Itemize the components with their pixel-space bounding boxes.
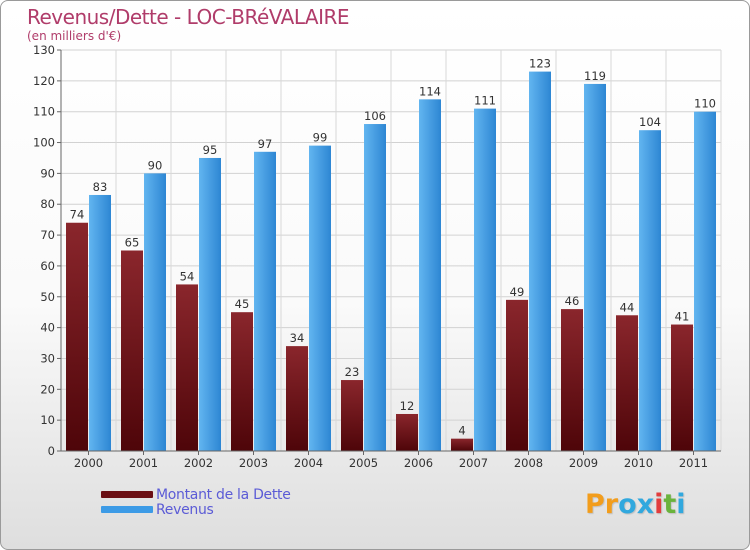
y-tick-label: 100	[33, 136, 55, 150]
data-label-revenus: 114	[419, 84, 441, 98]
y-tick-label: 80	[40, 197, 55, 211]
y-tick-label: 40	[40, 321, 55, 335]
data-label-dette: 65	[125, 236, 140, 250]
bar-revenus	[89, 194, 111, 451]
bar-dette	[616, 315, 638, 451]
logo-letter: o	[618, 489, 637, 520]
data-label-revenus: 99	[313, 131, 328, 145]
data-label-dette: 74	[70, 208, 85, 222]
bar-revenus	[584, 83, 606, 451]
bar-dette	[561, 309, 583, 451]
y-tick-label: 10	[40, 413, 55, 427]
y-tick-label: 90	[40, 166, 55, 180]
bar-revenus	[529, 71, 551, 451]
proxiti-logo: Proxiti	[585, 489, 686, 520]
bar-revenus	[694, 111, 716, 451]
logo-letter: i	[654, 489, 664, 520]
data-label-revenus: 97	[258, 137, 273, 151]
bar-dette	[121, 250, 143, 451]
data-label-dette: 54	[180, 269, 195, 283]
bar-dette	[176, 284, 198, 451]
y-tick-label: 70	[40, 228, 55, 242]
bar-dette	[341, 380, 363, 451]
logo-letter: x	[636, 489, 655, 520]
data-label-revenus: 106	[364, 109, 386, 123]
logo-letter: P	[585, 489, 605, 520]
bar-revenus	[639, 130, 661, 451]
logo-letter: i	[676, 489, 686, 520]
data-label-revenus: 83	[93, 180, 108, 194]
bar-dette	[231, 312, 253, 451]
bar-chart: 74 83 65 90 54 95 45 97 34 99 23 106 12 114 4 111 49 123 4…	[33, 43, 722, 470]
bar-dette	[396, 413, 418, 451]
data-label-revenus: 110	[694, 97, 716, 111]
legend-item-dette: Montant de la Dette	[101, 486, 291, 503]
bar-revenus	[419, 99, 441, 451]
legend-swatch-dette	[101, 491, 153, 498]
bar-revenus	[199, 157, 221, 451]
y-tick-label: 20	[40, 382, 55, 396]
x-tick-label: 2002	[184, 456, 213, 470]
labels-layer: 74 83 65 90 54 95 45 97 34 99 23 106 12 114 4 111 49 123 4…	[70, 57, 716, 438]
y-tick-label: 120	[33, 74, 55, 88]
x-tick-label: 2009	[569, 456, 598, 470]
data-label-dette: 12	[400, 399, 415, 413]
y-tick-label: 50	[40, 290, 55, 304]
x-tick-label: 2000	[74, 456, 103, 470]
y-tick-label: 0	[48, 444, 55, 458]
data-label-dette: 45	[235, 297, 250, 311]
bar-dette	[671, 324, 693, 451]
bar-dette	[506, 299, 528, 451]
data-label-dette: 41	[675, 310, 690, 324]
data-label-dette: 34	[290, 331, 305, 345]
data-label-revenus: 111	[474, 94, 496, 108]
data-label-revenus: 90	[148, 158, 163, 172]
legend-label-dette: Montant de la Dette	[156, 486, 291, 503]
bar-revenus	[144, 173, 166, 451]
logo-letter: t	[663, 489, 677, 520]
bar-revenus	[309, 145, 331, 451]
x-tick-label: 2008	[514, 456, 543, 470]
legend-label-revenus: Revenus	[156, 501, 214, 518]
data-label-dette: 44	[620, 300, 635, 314]
bars-layer	[66, 71, 716, 452]
legend-item-revenus: Revenus	[101, 501, 291, 518]
x-tick-label: 2004	[294, 456, 323, 470]
x-tick-label: 2007	[459, 456, 488, 470]
legend: Montant de la Dette Revenus	[101, 486, 291, 518]
data-label-revenus: 119	[584, 69, 606, 83]
x-tick-label: 2005	[349, 456, 378, 470]
y-tick-label: 60	[40, 259, 55, 273]
bar-revenus	[364, 124, 386, 452]
x-tick-label: 2011	[679, 456, 708, 470]
bar-dette	[451, 438, 473, 451]
data-label-revenus: 104	[639, 115, 661, 129]
chart-subtitle: (en milliers d'€)	[27, 29, 122, 43]
data-label-revenus: 95	[203, 143, 218, 157]
bar-dette	[66, 222, 88, 451]
y-tick-label: 110	[33, 105, 55, 119]
bar-revenus	[474, 108, 496, 451]
x-tick-label: 2001	[129, 456, 158, 470]
legend-swatch-revenus	[101, 506, 153, 513]
bar-revenus	[254, 151, 276, 452]
data-label-dette: 23	[345, 365, 360, 379]
data-label-revenus: 123	[529, 57, 551, 71]
y-tick-label: 30	[40, 351, 55, 365]
data-label-dette: 49	[510, 285, 525, 299]
x-tick-label: 2003	[239, 456, 268, 470]
data-label-dette: 46	[565, 294, 580, 308]
data-label-dette: 4	[458, 424, 465, 438]
axis-layer: 0 10 20 30 40 50 60 70 80 90 100 110 120 130 2000 2001 2…	[33, 43, 721, 470]
x-tick-label: 2010	[624, 456, 653, 470]
bar-dette	[286, 346, 308, 451]
x-tick-label: 2006	[404, 456, 433, 470]
chart-title: Revenus/Dette - LOC-BRéVALAIRE	[27, 5, 350, 29]
y-tick-label: 130	[33, 43, 55, 57]
logo-letter: r	[604, 489, 619, 520]
